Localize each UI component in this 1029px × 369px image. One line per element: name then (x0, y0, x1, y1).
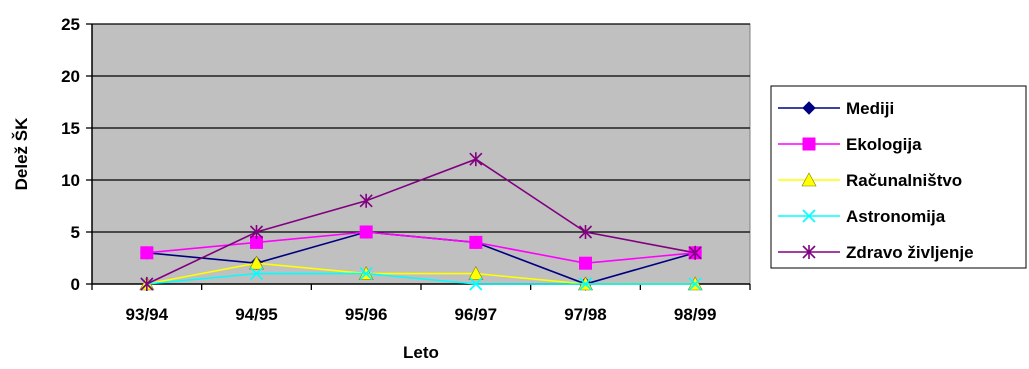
x-tick-label: 93/94 (126, 305, 169, 324)
legend-item: Računalništvo (778, 171, 962, 190)
y-tick-label: 15 (61, 119, 80, 138)
data-point (249, 267, 264, 281)
data-point (140, 246, 154, 260)
y-tick-label: 5 (71, 223, 80, 242)
x-tick-label: 95/96 (345, 305, 388, 324)
data-point (359, 193, 373, 208)
data-point (248, 255, 265, 270)
legend-item: Astronomija (778, 207, 946, 226)
legend: Mediji Ekologija Računalništvo Astronomija Z… (770, 85, 1027, 269)
legend-label: Mediji (846, 99, 894, 118)
series-layer (139, 152, 703, 291)
x-tick-label: 97/98 (564, 305, 607, 324)
legend-box (770, 85, 1027, 269)
series-line (146, 272, 696, 285)
data-point (359, 225, 373, 239)
data-point (468, 265, 484, 280)
legend-label: Ekologija (846, 135, 922, 154)
data-point (469, 235, 483, 249)
series-line (146, 231, 696, 265)
data-point (802, 101, 816, 115)
y-axis-title: Delež ŠK (12, 117, 31, 190)
tick-labels: 0 5 10 15 20 25 93/94 94/95 95/96 96/97 97/98 98/99 (61, 15, 716, 324)
data-point (249, 225, 264, 239)
legend-label: Zdravo življenje (846, 243, 974, 262)
legend-label: Astronomija (846, 207, 946, 226)
data-point (688, 277, 702, 291)
y-tick-label: 10 (61, 171, 80, 190)
x-tick-label: 94/95 (235, 305, 278, 324)
legend-item: Ekologija (778, 135, 922, 154)
legend-item: Mediji (778, 99, 894, 118)
data-point (802, 137, 816, 151)
data-point (578, 277, 593, 291)
legend-label: Računalništvo (846, 171, 962, 190)
x-axis-title: Leto (403, 343, 439, 362)
data-point (578, 225, 593, 239)
x-tick-label: 98/99 (674, 305, 717, 324)
series-line (146, 158, 696, 285)
data-point (801, 172, 817, 187)
y-tick-label: 20 (61, 67, 80, 86)
data-point (802, 209, 816, 223)
series-5 (140, 152, 702, 291)
data-point (359, 267, 373, 281)
data-point (688, 245, 702, 260)
y-tick-label: 0 (71, 275, 80, 294)
legend-item: Zdravo življenje (778, 243, 974, 262)
data-point (469, 277, 483, 291)
y-tick-label: 25 (61, 15, 80, 34)
plot-area (91, 23, 751, 285)
x-tick-label: 96/97 (455, 305, 498, 324)
data-point (579, 256, 592, 270)
data-point (802, 245, 816, 259)
data-point (469, 152, 483, 167)
data-point (140, 277, 154, 291)
